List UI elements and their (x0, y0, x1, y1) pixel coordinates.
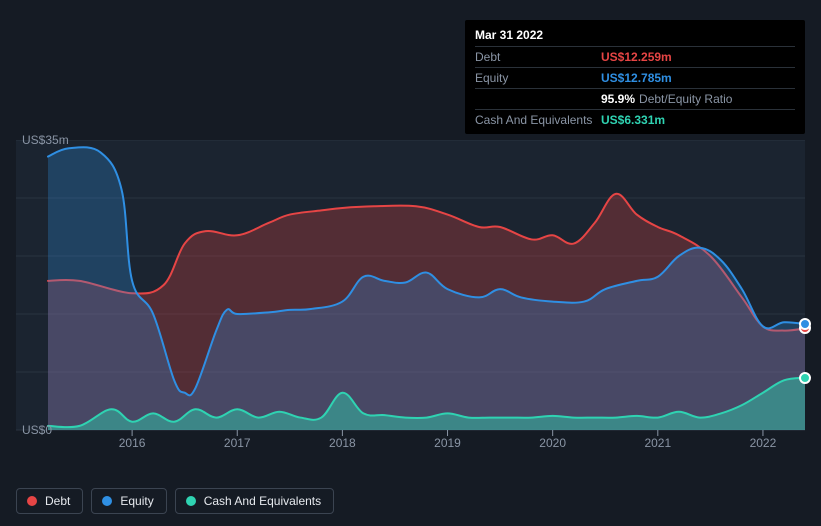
legend-item[interactable]: Cash And Equivalents (175, 488, 334, 514)
tooltip-value: US$12.259m (601, 50, 672, 64)
legend-item[interactable]: Equity (91, 488, 166, 514)
series-end-marker (799, 372, 811, 384)
tooltip-row: EquityUS$12.785m (475, 67, 795, 88)
legend-dot-icon (186, 496, 196, 506)
chart-tooltip: Mar 31 2022 DebtUS$12.259mEquityUS$12.78… (465, 20, 805, 134)
x-axis-label: 2017 (224, 436, 251, 450)
legend-dot-icon (27, 496, 37, 506)
legend-label: Equity (120, 494, 153, 508)
legend-label: Cash And Equivalents (204, 494, 321, 508)
legend: Debt Equity Cash And Equivalents (16, 488, 334, 514)
series-end-marker (799, 318, 811, 330)
tooltip-row: DebtUS$12.259m (475, 46, 795, 67)
x-axis-labels: 2016 2017 2018 2019 2020 2021 2022 (16, 430, 805, 450)
x-axis-label: 2016 (119, 436, 146, 450)
x-axis-label: 2020 (539, 436, 566, 450)
tooltip-value: US$6.331m (601, 113, 665, 127)
tooltip-value: US$12.785m (601, 71, 672, 85)
tooltip-date: Mar 31 2022 (475, 26, 795, 46)
tooltip-label: Debt (475, 50, 601, 64)
x-axis-label: 2018 (329, 436, 356, 450)
y-axis-label: US$35m (22, 133, 69, 147)
tooltip-label: Cash And Equivalents (475, 113, 601, 127)
tooltip-suffix: Debt/Equity Ratio (639, 92, 732, 106)
legend-label: Debt (45, 494, 70, 508)
legend-dot-icon (102, 496, 112, 506)
tooltip-row: Cash And EquivalentsUS$6.331m (475, 109, 795, 130)
legend-item[interactable]: Debt (16, 488, 83, 514)
x-axis-label: 2022 (750, 436, 777, 450)
x-axis-label: 2021 (644, 436, 671, 450)
tooltip-label: Equity (475, 71, 601, 85)
x-axis-label: 2019 (434, 436, 461, 450)
tooltip-row: 95.9% Debt/Equity Ratio (475, 88, 795, 109)
chart-plot[interactable] (16, 140, 805, 460)
tooltip-value: 95.9% (601, 92, 635, 106)
